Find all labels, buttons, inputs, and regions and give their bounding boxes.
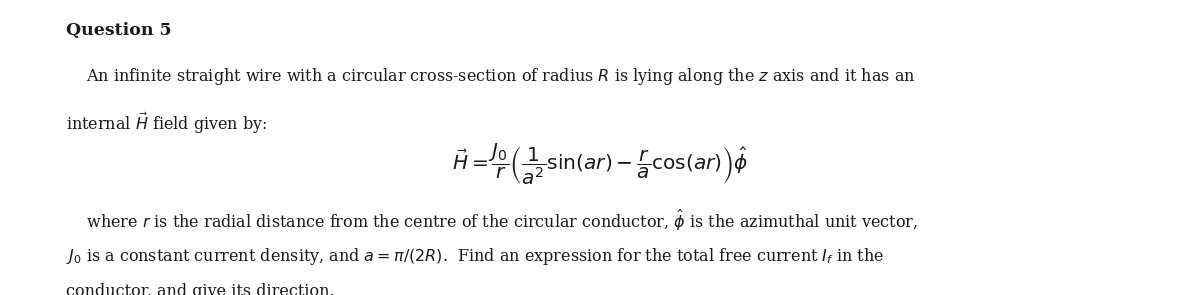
Text: conductor, and give its direction.: conductor, and give its direction. [66, 283, 335, 295]
Text: $J_0$ is a constant current density, and $a = \pi/(2R)$.  Find an expression for: $J_0$ is a constant current density, and… [66, 246, 884, 267]
Text: An infinite straight wire with a circular cross-section of radius $R$ is lying a: An infinite straight wire with a circula… [66, 66, 916, 87]
Text: where $r$ is the radial distance from the centre of the circular conductor, $\ha: where $r$ is the radial distance from th… [66, 208, 918, 233]
Text: Question 5: Question 5 [66, 22, 172, 39]
Text: $\vec{H} = \dfrac{J_0}{r} \left( \dfrac{1}{a^2} \sin(ar) - \dfrac{r}{a} \cos(ar): $\vec{H} = \dfrac{J_0}{r} \left( \dfrac{… [451, 142, 749, 187]
Text: internal $\vec{H}$ field given by:: internal $\vec{H}$ field given by: [66, 111, 268, 136]
